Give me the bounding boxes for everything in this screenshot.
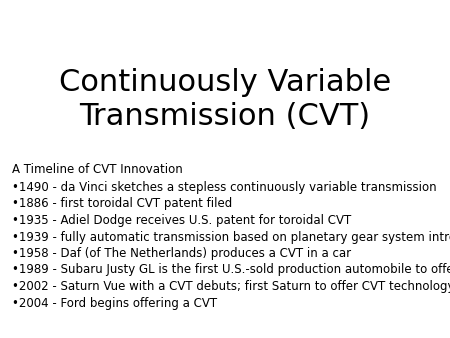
Text: •2004 - Ford begins offering a CVT: •2004 - Ford begins offering a CVT [12,296,217,310]
Text: •1939 - fully automatic transmission based on planetary gear system introduced: •1939 - fully automatic transmission bas… [12,231,450,243]
Text: •1935 - Adiel Dodge receives U.S. patent for toroidal CVT: •1935 - Adiel Dodge receives U.S. patent… [12,214,351,227]
Text: •2002 - Saturn Vue with a CVT debuts; first Saturn to offer CVT technology: •2002 - Saturn Vue with a CVT debuts; fi… [12,280,450,293]
Text: •1490 - da Vinci sketches a stepless continuously variable transmission: •1490 - da Vinci sketches a stepless con… [12,181,436,194]
Text: Continuously Variable
Transmission (CVT): Continuously Variable Transmission (CVT) [59,68,391,130]
Text: •1958 - Daf (of The Netherlands) produces a CVT in a car: •1958 - Daf (of The Netherlands) produce… [12,247,351,260]
Text: A Timeline of CVT Innovation: A Timeline of CVT Innovation [12,163,183,176]
Text: •1989 - Subaru Justy GL is the first U.S.-sold production automobile to offer a : •1989 - Subaru Justy GL is the first U.S… [12,264,450,276]
Text: •1886 - first toroidal CVT patent filed: •1886 - first toroidal CVT patent filed [12,197,232,211]
